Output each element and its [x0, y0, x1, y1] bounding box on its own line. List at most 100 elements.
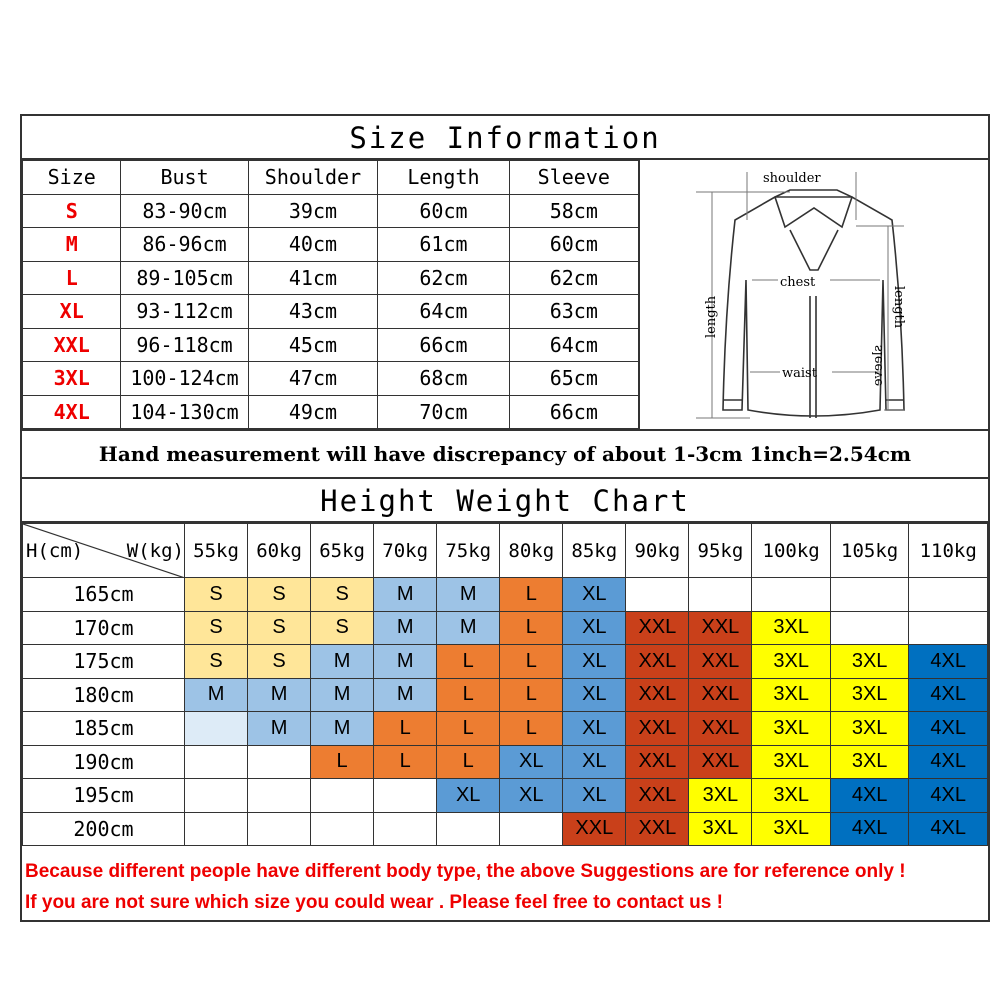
size-suggestion-cell	[183, 778, 249, 813]
size-cell: 62cm	[377, 260, 510, 295]
size-cell: 49cm	[247, 394, 379, 429]
size-suggestion-cell: 4XL	[908, 811, 988, 846]
size-suggestion-cell	[751, 577, 831, 612]
size-suggestion-cell: L	[436, 677, 501, 712]
size-suggestion-cell: L	[499, 610, 564, 645]
size-suggestion-cell	[829, 610, 910, 645]
column-header: Shoulder	[247, 160, 379, 195]
size-row: 4XL 104-130cm 49cm 70cm 66cm	[21, 394, 640, 429]
size-suggestion-cell: 4XL	[908, 744, 988, 779]
size-suggestion-cell: XXL	[625, 677, 690, 712]
size-cell: 70cm	[377, 394, 510, 429]
height-label: 175cm	[22, 644, 185, 679]
hw-row: 175cm S S M M L L XL XXL XXL 3XL 3XL 4XL	[22, 644, 988, 679]
size-suggestion-cell: L	[436, 644, 501, 679]
size-label: M	[21, 227, 122, 262]
size-cell: 60cm	[508, 227, 640, 262]
size-suggestion-cell: XXL	[625, 811, 690, 846]
size-label: L	[21, 260, 122, 295]
height-label: 200cm	[22, 811, 185, 846]
size-header-row: Size Bust Shoulder Length Sleeve	[21, 160, 640, 195]
corner-cell: H(cm) W(kg)	[22, 523, 185, 578]
weight-header: 95kg	[688, 523, 753, 578]
size-suggestion-cell: XL	[562, 744, 627, 779]
size-suggestion-cell: 3XL	[829, 744, 910, 779]
size-row: 3XL 100-124cm 47cm 68cm 65cm	[21, 361, 640, 396]
size-suggestion-cell: S	[247, 610, 312, 645]
size-suggestion-cell: XL	[562, 778, 627, 813]
size-cell: 58cm	[508, 193, 640, 228]
size-suggestion-cell: L	[499, 677, 564, 712]
disclaimer: Because different people have different …	[22, 846, 988, 920]
size-suggestion-cell: 4XL	[908, 778, 988, 813]
sleeve-label: sleeve	[871, 345, 886, 387]
size-suggestion-cell: M	[247, 677, 312, 712]
measurement-note: Hand measurement will have discrepancy o…	[22, 431, 988, 479]
size-row: XXL 96-118cm 45cm 66cm 64cm	[21, 327, 640, 362]
size-suggestion-cell: XXL	[625, 644, 690, 679]
shoulder-label: shoulder	[763, 171, 821, 186]
size-suggestion-cell: 3XL	[751, 677, 831, 712]
size-suggestion-cell: 3XL	[829, 677, 910, 712]
size-cell: 86-96cm	[120, 227, 249, 262]
size-suggestion-cell: 3XL	[751, 711, 831, 746]
size-suggestion-cell: S	[247, 644, 312, 679]
weight-header: 80kg	[499, 523, 564, 578]
weight-header: 105kg	[829, 523, 910, 578]
hw-chart-title: Height Weight Chart	[22, 479, 988, 523]
size-cell: 65cm	[508, 361, 640, 396]
size-cell: 45cm	[247, 327, 379, 362]
size-suggestion-cell: XXL	[625, 610, 690, 645]
size-suggestion-cell	[183, 711, 249, 746]
column-header: Sleeve	[508, 160, 640, 195]
size-suggestion-cell: S	[310, 577, 375, 612]
size-suggestion-cell	[183, 744, 249, 779]
size-cell: 68cm	[377, 361, 510, 396]
shirt-diagram: shoulder chest waist length sleeve lengt…	[639, 160, 988, 429]
size-suggestion-cell	[373, 778, 438, 813]
size-suggestion-cell: M	[436, 610, 501, 645]
size-suggestion-cell: XL	[562, 644, 627, 679]
size-cell: 62cm	[508, 260, 640, 295]
size-cell: 61cm	[377, 227, 510, 262]
size-suggestion-cell: M	[310, 644, 375, 679]
size-suggestion-cell: L	[310, 744, 375, 779]
weight-header: 110kg	[908, 523, 988, 578]
size-suggestion-cell: M	[373, 577, 438, 612]
size-suggestion-cell: XL	[562, 711, 627, 746]
size-info-title: Size Information	[22, 116, 988, 160]
weight-header: 90kg	[625, 523, 690, 578]
height-label: 190cm	[22, 744, 185, 779]
size-suggestion-cell: S	[247, 577, 312, 612]
size-cell: 64cm	[508, 327, 640, 362]
hw-row: 185cm M M L L L XL XXL XXL 3XL 3XL 4XL	[22, 711, 988, 746]
size-suggestion-cell: XL	[562, 610, 627, 645]
size-label: S	[21, 193, 122, 228]
size-suggestion-cell: XXL	[688, 744, 753, 779]
size-suggestion-cell: 4XL	[908, 711, 988, 746]
hw-row: 200cm XXL XXL 3XL 3XL 4XL 4XL	[22, 811, 988, 846]
size-suggestion-cell: 4XL	[829, 811, 910, 846]
size-cell: 89-105cm	[120, 260, 249, 295]
size-suggestion-cell	[373, 811, 438, 846]
column-header: Size	[21, 160, 122, 195]
size-suggestion-cell: 3XL	[751, 744, 831, 779]
waist-label: waist	[782, 366, 818, 381]
chest-label: chest	[780, 275, 816, 290]
hw-row: 170cm S S S M M L XL XXL XXL 3XL	[22, 610, 988, 645]
size-suggestion-cell: M	[373, 644, 438, 679]
size-cell: 83-90cm	[120, 193, 249, 228]
column-header: Length	[377, 160, 510, 195]
size-suggestion-cell: M	[373, 677, 438, 712]
size-suggestion-cell: 4XL	[829, 778, 910, 813]
size-cell: 104-130cm	[120, 394, 249, 429]
size-suggestion-cell: 3XL	[751, 778, 831, 813]
size-suggestion-cell: XL	[499, 778, 564, 813]
size-cell: 43cm	[247, 294, 379, 329]
hw-row: 180cm M M M M L L XL XXL XXL 3XL 3XL 4XL	[22, 677, 988, 712]
size-cell: 66cm	[508, 394, 640, 429]
size-cell: 66cm	[377, 327, 510, 362]
diagonal-divider	[23, 524, 185, 578]
size-suggestion-cell: L	[373, 744, 438, 779]
size-suggestion-cell: L	[436, 711, 501, 746]
